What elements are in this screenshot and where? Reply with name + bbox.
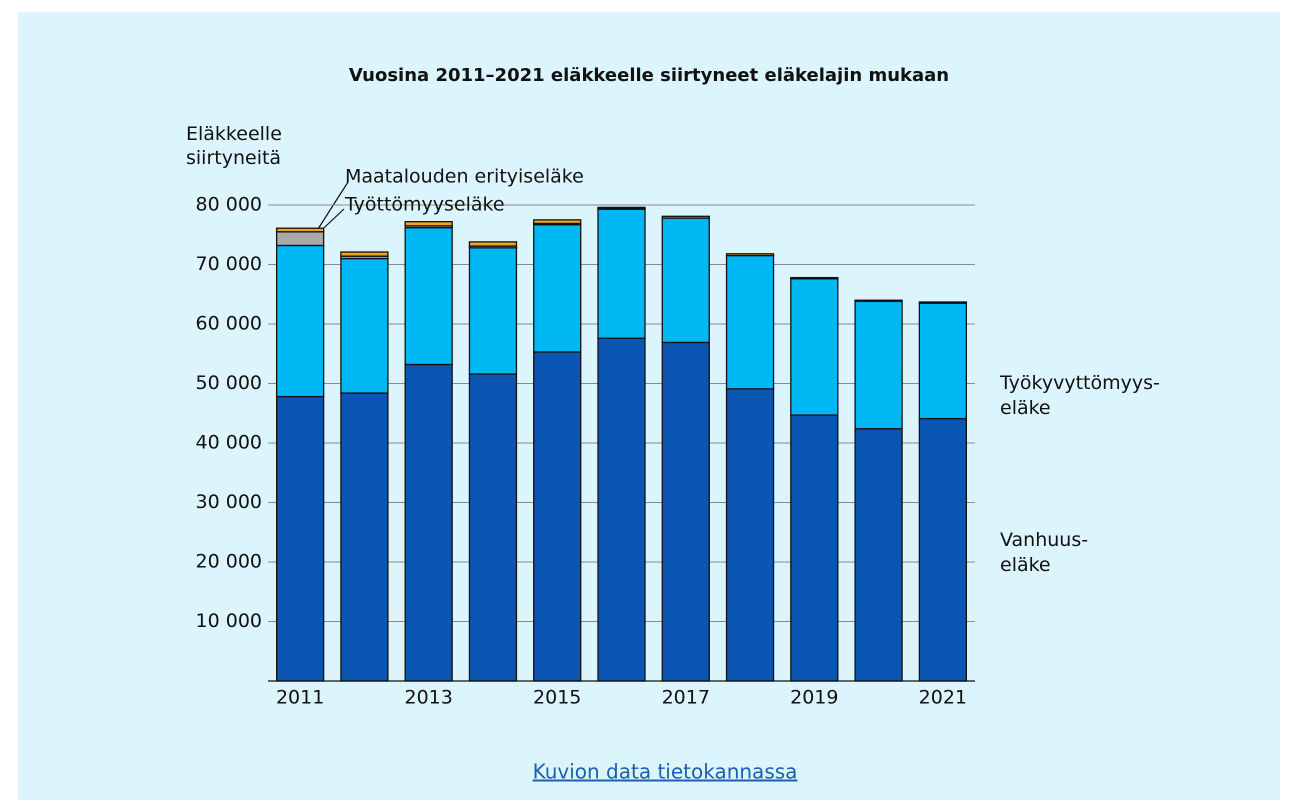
bar-segment bbox=[790, 276, 839, 280]
bar-segment bbox=[340, 392, 389, 682]
bar-segment bbox=[404, 363, 453, 682]
x-tick-label: 2021 bbox=[919, 687, 967, 709]
bar-segment bbox=[468, 247, 518, 375]
x-tick-label: 2017 bbox=[662, 687, 710, 709]
bar-segment bbox=[918, 301, 968, 304]
legend-label: Vanhuus-eläke bbox=[1000, 529, 1088, 576]
y-tick-label: 30 000 bbox=[196, 491, 262, 513]
legend-label: Työkyvyttömyys-eläke bbox=[999, 372, 1160, 419]
bar-segment bbox=[275, 244, 325, 398]
bar-segment bbox=[275, 231, 325, 247]
x-tick-label: 2011 bbox=[276, 687, 324, 709]
bar-segment bbox=[597, 337, 646, 682]
y-tick-label: 80 000 bbox=[196, 194, 262, 216]
bar-segment bbox=[918, 417, 968, 682]
y-axis-label: Eläkkeelle siirtyneitä bbox=[186, 123, 282, 169]
bar-segment bbox=[725, 388, 775, 682]
bar-segment bbox=[854, 428, 903, 682]
bar-segment bbox=[661, 341, 710, 682]
bar-segment bbox=[854, 300, 903, 430]
chart-title: Vuosina 2011–2021 eläkkeelle siirtyneet … bbox=[349, 65, 949, 86]
bar-segment bbox=[918, 302, 968, 420]
bar-segment bbox=[725, 253, 775, 257]
bar-segment bbox=[468, 241, 518, 247]
bar-segment bbox=[790, 278, 839, 416]
bar-segment bbox=[725, 254, 775, 390]
bar-segment bbox=[533, 351, 582, 682]
bar-segment bbox=[275, 395, 325, 682]
bar-segment bbox=[661, 217, 710, 344]
bar-segment bbox=[404, 226, 453, 366]
y-tick-label: 20 000 bbox=[196, 551, 262, 573]
y-tick-label: 40 000 bbox=[196, 432, 262, 454]
bar-segment bbox=[854, 299, 903, 303]
bar-segment bbox=[340, 257, 389, 394]
bar-segment bbox=[404, 221, 453, 227]
data-link[interactable]: Kuvion data tietokannassa bbox=[533, 760, 798, 784]
bar-segment bbox=[533, 219, 582, 225]
panel bbox=[18, 12, 1280, 800]
bar-segment bbox=[661, 215, 710, 219]
x-tick-label: 2013 bbox=[405, 687, 453, 709]
bar-segment bbox=[790, 414, 839, 682]
bar-segment bbox=[468, 373, 518, 682]
y-tick-label: 10 000 bbox=[196, 610, 262, 632]
x-tick-label: 2019 bbox=[790, 687, 838, 709]
bar-segment bbox=[533, 223, 582, 353]
y-tick-label: 60 000 bbox=[196, 313, 262, 335]
bar-segment bbox=[275, 227, 325, 233]
x-tick-label: 2015 bbox=[533, 687, 581, 709]
bar-segment bbox=[340, 251, 389, 257]
bar-segment bbox=[597, 208, 646, 339]
bar-segment bbox=[597, 206, 646, 210]
y-tick-label: 70 000 bbox=[196, 253, 262, 275]
y-tick-label: 50 000 bbox=[196, 372, 262, 394]
legend-label: Työttömyyseläke bbox=[344, 194, 505, 216]
legend-label: Maatalouden erityiseläke bbox=[345, 166, 584, 188]
